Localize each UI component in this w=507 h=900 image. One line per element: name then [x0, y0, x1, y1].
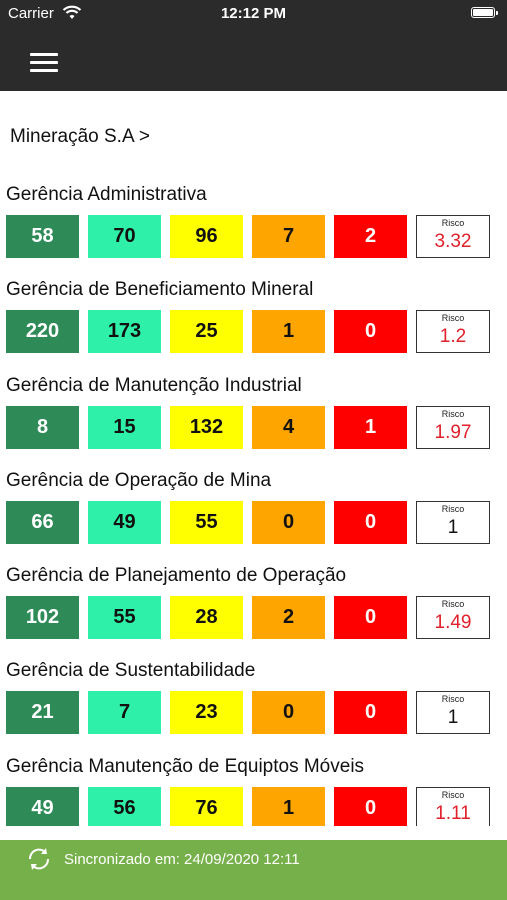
group-title: Gerência Manutenção de Equiptos Móveis: [6, 755, 365, 777]
group-indicators: 58 70 96 7 2 Risco 3.32: [6, 215, 490, 258]
group-title: Gerência Administrativa: [6, 184, 207, 205]
management-group[interactable]: Gerência de Manutenção Industrial 8 15 132 4…: [0, 371, 507, 466]
risk-value: 1.11: [435, 802, 471, 824]
risk-label: Risco: [441, 503, 465, 514]
group-indicators: 102 55 28 2 0 Risco 1.49: [6, 596, 490, 640]
management-group[interactable]: Gerência Administrativa 58 70 96 7 2 Risco 3.32: [0, 180, 507, 275]
risk-value: 1.49: [434, 612, 472, 634]
indicator-level-5[interactable]: 2: [334, 215, 407, 258]
sync-footer: Sincronizado em: 24/09/2020 12:11: [0, 840, 507, 900]
indicator-level-2[interactable]: 70: [88, 215, 161, 258]
indicator-level-3[interactable]: 55: [170, 500, 243, 544]
risk-label: Risco: [441, 218, 465, 228]
risk-value: 1: [447, 707, 459, 729]
indicator-level-2[interactable]: 7: [88, 691, 161, 735]
hamburger-menu-icon[interactable]: [30, 53, 58, 73]
clock: 12:12 PM: [220, 5, 287, 22]
indicator-level-2[interactable]: 56: [88, 786, 161, 826]
sync-status-text: Sincronizado em: 24/09/2020 12:11: [64, 851, 300, 868]
group-indicators: 49 56 76 1 0 Risco 1.11: [6, 786, 490, 826]
indicator-level-1[interactable]: 8: [6, 405, 79, 449]
sync-icon[interactable]: [24, 844, 54, 874]
risk-box[interactable]: Risco 1.97: [416, 405, 490, 449]
indicator-level-5[interactable]: 0: [334, 786, 407, 826]
indicator-level-1[interactable]: 49: [6, 786, 79, 826]
indicator-level-1[interactable]: 102: [6, 596, 79, 640]
indicator-level-2[interactable]: 55: [88, 596, 161, 640]
indicator-level-4[interactable]: 1: [252, 310, 325, 354]
indicator-level-4[interactable]: 0: [252, 500, 325, 544]
indicator-level-1[interactable]: 66: [6, 500, 79, 544]
risk-box[interactable]: Risco 1.11: [416, 786, 490, 826]
group-title: Gerência de Manutenção Industrial: [6, 374, 302, 396]
indicator-level-5[interactable]: 0: [334, 596, 407, 640]
group-indicators: 220 173 25 1 0 Risco 1.2: [6, 310, 490, 354]
indicator-level-3[interactable]: 28: [170, 596, 243, 640]
risk-box[interactable]: Risco 1: [416, 691, 490, 735]
indicator-level-4[interactable]: 1: [252, 786, 325, 826]
indicator-level-2[interactable]: 49: [88, 500, 161, 544]
risk-box[interactable]: Risco 1.2: [416, 310, 490, 354]
indicator-level-1[interactable]: 220: [6, 310, 79, 354]
indicator-level-5[interactable]: 0: [334, 310, 407, 354]
status-bar: Carrier 12:12 PM: [0, 0, 507, 28]
risk-box[interactable]: Risco 1: [416, 500, 490, 544]
group-indicators: 21 7 23 0 0 Risco 1: [6, 691, 490, 735]
management-group[interactable]: Gerência Manutenção de Equiptos Móveis 49…: [0, 752, 507, 826]
group-indicators: 66 49 55 0 0 Risco 1: [6, 500, 490, 544]
group-title: Gerência de Sustentabilidade: [6, 660, 256, 682]
risk-value: 1.2: [439, 326, 467, 348]
risk-label: Risco: [441, 694, 465, 705]
risk-label: Risco: [441, 789, 465, 800]
indicator-level-1[interactable]: 58: [6, 215, 79, 258]
management-list[interactable]: Gerência Administrativa 58 70 96 7 2 Risco 3.32…: [0, 180, 507, 826]
indicator-level-4[interactable]: 4: [252, 405, 325, 449]
indicator-level-3[interactable]: 23: [170, 691, 243, 735]
group-title: Gerência de Operação de Mina: [6, 469, 272, 491]
breadcrumb[interactable]: Mineração S.A >: [10, 126, 150, 147]
indicator-level-5[interactable]: 0: [334, 691, 407, 735]
wifi-icon: [62, 5, 82, 19]
risk-box[interactable]: Risco 1.49: [416, 596, 490, 640]
management-group[interactable]: Gerência de Beneficiamento Mineral 220 173…: [0, 275, 507, 370]
risk-value: 3.32: [434, 231, 472, 252]
indicator-level-2[interactable]: 173: [88, 310, 161, 354]
risk-label: Risco: [441, 408, 465, 419]
group-title: Gerência de Beneficiamento Mineral: [6, 279, 314, 301]
risk-label: Risco: [441, 599, 465, 610]
nav-bar: [0, 28, 507, 91]
indicator-level-4[interactable]: 0: [252, 691, 325, 735]
battery-icon: [471, 7, 498, 18]
management-group[interactable]: Gerência de Operação de Mina 66 49 55 0 0 Risc…: [0, 466, 507, 561]
group-title: Gerência de Planejamento de Operação: [6, 565, 347, 587]
indicator-level-3[interactable]: 132: [170, 405, 243, 449]
management-group[interactable]: Gerência de Sustentabilidade 21 7 23 0 0 Risco…: [0, 656, 507, 751]
indicator-level-3[interactable]: 25: [170, 310, 243, 354]
indicator-level-4[interactable]: 2: [252, 596, 325, 640]
risk-value: 1.97: [434, 421, 472, 443]
risk-label: Risco: [441, 313, 465, 324]
risk-box[interactable]: Risco 3.32: [416, 215, 490, 258]
group-indicators: 8 15 132 4 1 Risco 1.97: [6, 405, 490, 449]
carrier-label: Carrier: [8, 5, 54, 22]
indicator-level-1[interactable]: 21: [6, 691, 79, 735]
indicator-level-5[interactable]: 0: [334, 500, 407, 544]
indicator-level-3[interactable]: 76: [170, 786, 243, 826]
indicator-level-5[interactable]: 1: [334, 405, 407, 449]
indicator-level-2[interactable]: 15: [88, 405, 161, 449]
risk-value: 1: [447, 516, 459, 538]
indicator-level-3[interactable]: 96: [170, 215, 243, 258]
indicator-level-4[interactable]: 7: [252, 215, 325, 258]
management-group[interactable]: Gerência de Planejamento de Operação 102 5…: [0, 561, 507, 656]
